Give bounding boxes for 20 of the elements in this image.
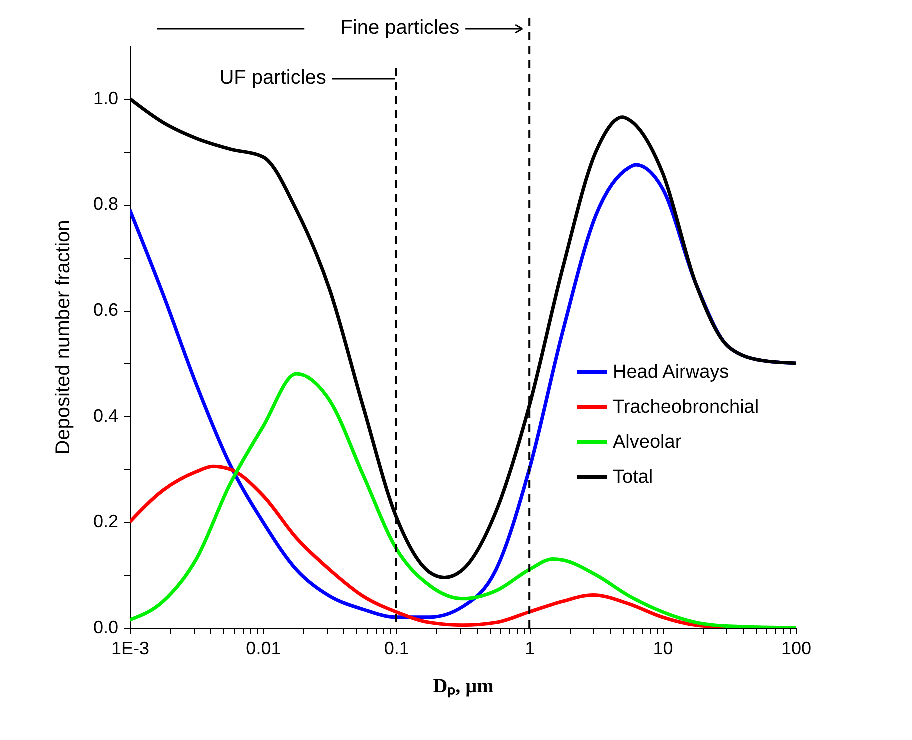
y-tick-label: 0.4 — [93, 406, 118, 426]
legend-label: Head Airways — [613, 362, 730, 383]
legend-label: Alveolar — [613, 432, 682, 453]
x-tick-label: 0.01 — [246, 638, 282, 658]
x-tick-label: 1E-3 — [111, 638, 150, 658]
x-axis-title: Dₚ, µm — [433, 676, 494, 698]
legend-label: Tracheobronchial — [613, 397, 760, 418]
x-tick-label: 100 — [781, 638, 812, 658]
y-axis-title: Deposited number fraction — [52, 220, 74, 455]
y-tick-label: 0.6 — [93, 300, 118, 320]
x-tick-label: 10 — [653, 638, 674, 658]
y-tick-label: 1.0 — [93, 88, 118, 108]
y-tick-label: 0.8 — [93, 194, 118, 214]
annotation: UF particles — [220, 67, 326, 89]
x-tick-label: 1 — [525, 638, 536, 658]
y-tick-label: 0.2 — [93, 512, 118, 532]
text: Fine particles — [340, 17, 460, 39]
x-tick-label: 0.1 — [384, 638, 410, 658]
legend-label: Total — [613, 467, 654, 488]
y-tick-label: 0.0 — [93, 618, 118, 638]
